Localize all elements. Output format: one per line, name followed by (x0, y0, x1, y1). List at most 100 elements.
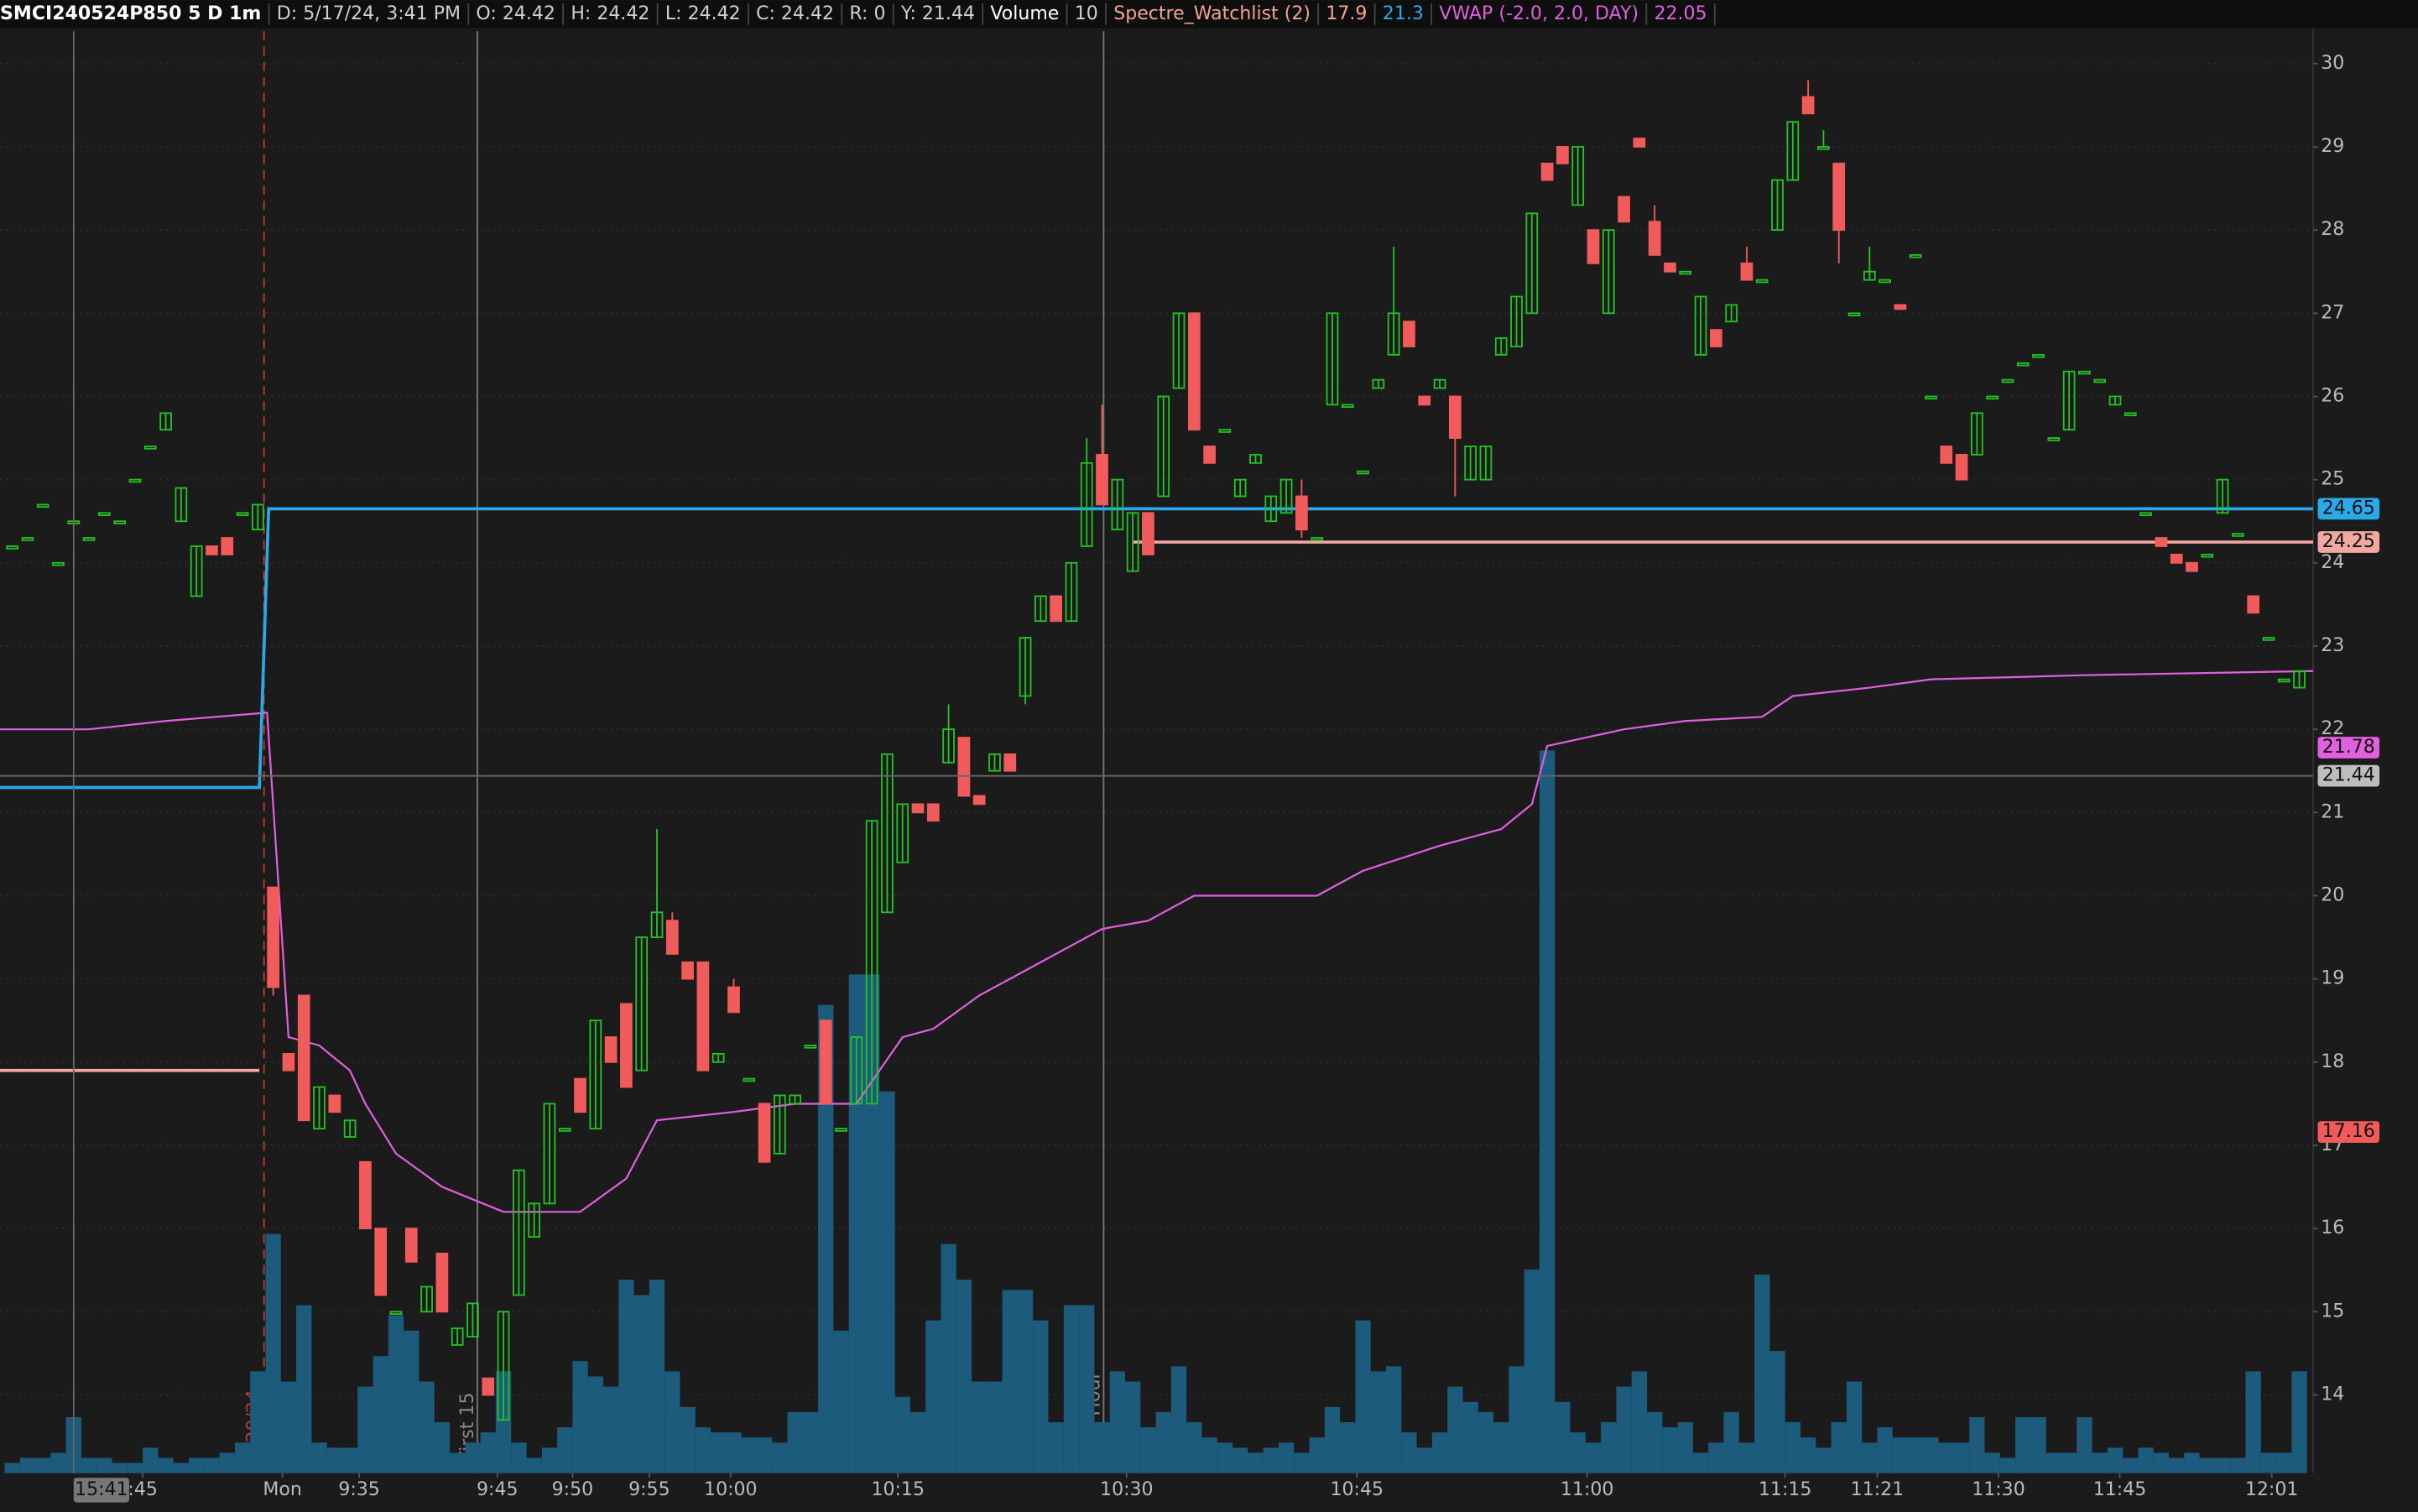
study-line (0, 540, 2314, 1072)
volume-bar (1401, 1432, 1417, 1473)
x-tick-label: 11:45 (2093, 1479, 2147, 1500)
volume-bar (1877, 1427, 1893, 1473)
candle-body (2047, 437, 2061, 441)
candle-body (758, 1103, 771, 1163)
x-tick-label: 9:55 (628, 1479, 670, 1500)
volume-bar (1447, 1386, 1463, 1473)
volume-bar (1201, 1437, 1217, 1473)
volume-bar (1125, 1381, 1141, 1473)
candle-body (804, 1045, 817, 1049)
y-tick-label: 15 (2321, 1301, 2344, 1322)
volume-bar (1677, 1422, 1693, 1473)
volume-bar (2245, 1371, 2261, 1473)
volume-bar (296, 1305, 312, 1473)
candle-body (926, 803, 940, 822)
candle-body (1403, 321, 1415, 347)
candle-body (2216, 478, 2229, 514)
header-item: SMCI240524P850 5 D 1m (0, 3, 261, 24)
volume-bar (1524, 1270, 1540, 1473)
volume-bar (602, 1386, 619, 1473)
volume-bar (326, 1447, 342, 1473)
volume-bar (81, 1457, 97, 1473)
volume-bar (434, 1422, 451, 1473)
volume-bar (1431, 1432, 1448, 1473)
study-line (0, 507, 2314, 790)
candle-body (1203, 446, 1216, 464)
header-item: 10 (1075, 3, 1098, 24)
header-item: R: 0 (849, 3, 885, 24)
volume-bar (941, 1243, 956, 1473)
candle-body (1940, 446, 1953, 464)
candle-body (911, 803, 925, 814)
x-tick-label: 10:00 (704, 1479, 758, 1500)
candle-body (1648, 221, 1661, 256)
volume-bar (1416, 1447, 1432, 1473)
volume-bar (2138, 1447, 2154, 1473)
volume-bar (1754, 1275, 1770, 1473)
candle-body (175, 487, 188, 523)
candle-body (374, 1228, 388, 1296)
x-tick-label: 10:15 (871, 1479, 925, 1500)
volume-bar (557, 1427, 573, 1473)
candle-body (789, 1094, 802, 1105)
volume-bar (1324, 1406, 1341, 1473)
candle-body (743, 1077, 756, 1082)
candle-body (1817, 146, 1830, 150)
volume-bar (2123, 1457, 2139, 1473)
candle-body (451, 1327, 464, 1346)
candle-body (1740, 262, 1754, 281)
price-label: 21.78 (2322, 737, 2375, 758)
candle-body (1080, 461, 1093, 547)
volume-bar (1938, 1442, 1954, 1473)
candle-body (681, 961, 694, 980)
y-tick-label: 29 (2321, 136, 2344, 157)
candle-body (1448, 395, 1462, 439)
volume-bar (2092, 1452, 2108, 1473)
volume-bar (2077, 1416, 2092, 1473)
volume-bar (1017, 1290, 1034, 1473)
candle-body (328, 1094, 341, 1113)
header-item: C: 24.42 (756, 3, 834, 24)
candle-body (359, 1160, 372, 1230)
candle-body (1357, 470, 1369, 475)
candle-body (1111, 478, 1124, 531)
candle-body (2201, 553, 2214, 558)
candle-body (143, 446, 157, 450)
candle-body (957, 737, 971, 797)
price-label-box (2317, 737, 2380, 759)
cursor-label-box (73, 1478, 129, 1503)
volume-bar (2169, 1457, 2185, 1473)
candle-body (1971, 412, 1983, 456)
volume-bar (1923, 1437, 1939, 1473)
price-label: 21.44 (2322, 765, 2375, 786)
volume-bar (173, 1462, 190, 1473)
volume-bar (680, 1406, 696, 1473)
volume-bar (2199, 1457, 2215, 1473)
volume-bar (711, 1432, 727, 1473)
candle-body (988, 753, 1001, 772)
volume-bar (1140, 1427, 1156, 1473)
volume-bar (1862, 1442, 1878, 1473)
volume-bar (726, 1432, 742, 1473)
volume-bar (1094, 1422, 1110, 1473)
volume-bar (1170, 1366, 1187, 1473)
candle-body (482, 1377, 495, 1396)
volume-bar (112, 1462, 128, 1473)
volume-bar (1493, 1422, 1509, 1473)
volume-bar (1248, 1452, 1264, 1473)
volume-bar (1079, 1305, 1095, 1473)
candle-body (1832, 162, 1846, 232)
candle-body (2170, 553, 2183, 564)
volume-bar (1002, 1290, 1018, 1473)
candle-body (2262, 637, 2275, 641)
volume-bar (2276, 1452, 2292, 1473)
candle-body (1925, 395, 1937, 400)
volume-bar (1723, 1411, 1739, 1473)
volume-bar (2291, 1371, 2307, 1473)
candle-body (282, 1052, 295, 1071)
volume-bar (772, 1442, 788, 1473)
volume-bar (234, 1442, 251, 1473)
y-tick-label: 14 (2321, 1384, 2344, 1405)
x-tick-label: 9:50 (552, 1479, 594, 1500)
candle-body (36, 503, 50, 508)
